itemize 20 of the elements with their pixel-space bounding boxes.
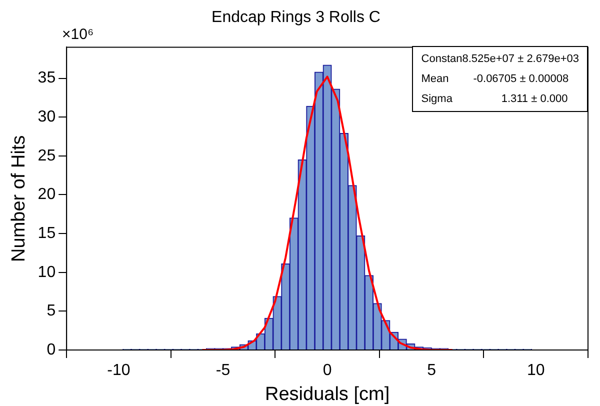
x-tick-label: 10 xyxy=(526,362,545,380)
y-tick-label: 5 xyxy=(46,302,56,320)
y-axis-title: Number of Hits xyxy=(8,135,30,262)
x-tick-label: -10 xyxy=(107,362,130,380)
y-tick-label: 35 xyxy=(38,70,56,87)
annotation: Sigma 1.311 ± 0.000 xyxy=(421,92,569,107)
annotation: Constan8.525e+07 ± 2.679e+03 xyxy=(421,52,579,67)
y-tick-label: 30 xyxy=(38,108,56,126)
y-tick-label: 25 xyxy=(38,147,56,164)
y-tick-label: 15 xyxy=(38,224,56,242)
chart-title: Endcap Rings 3 Rolls C xyxy=(212,9,380,26)
x-tick-label: 0 xyxy=(322,362,332,380)
y-tick-label: 10 xyxy=(38,264,56,281)
annotation: Mean -0.06705 ± 0.00008 xyxy=(421,72,570,87)
text: ×10⁶ xyxy=(62,26,94,43)
y-tick-label: 20 xyxy=(38,186,56,204)
x-tick-label: 5 xyxy=(427,362,436,380)
x-tick-label: -5 xyxy=(216,362,230,380)
y-tick-label: 0 xyxy=(46,341,56,358)
x-axis-title: Residuals [cm] xyxy=(264,384,390,405)
